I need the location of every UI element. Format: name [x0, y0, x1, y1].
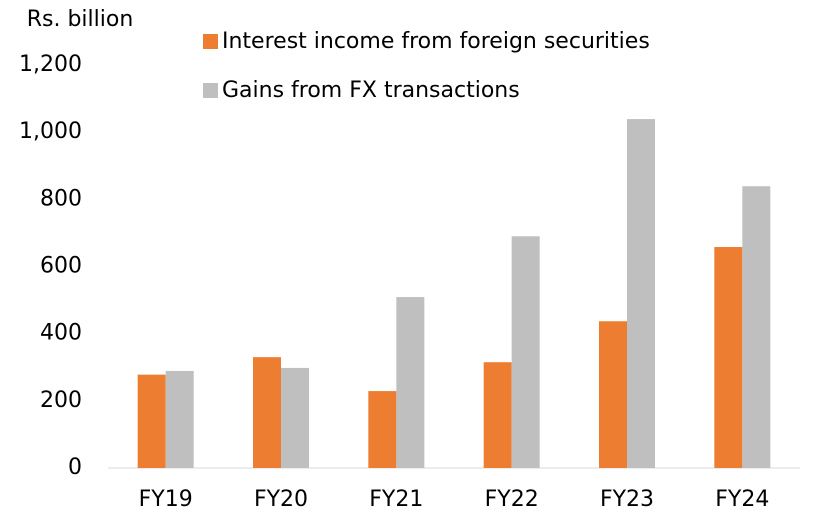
legend-label: Gains from FX transactions [222, 78, 520, 103]
y-tick-label: 1,200 [19, 52, 82, 77]
y-tick-label: 600 [40, 254, 82, 279]
bar [483, 362, 512, 468]
bar [599, 321, 627, 468]
bar [253, 357, 281, 468]
bar [368, 391, 397, 468]
bar [511, 236, 540, 468]
bar [137, 374, 166, 468]
x-tick-label: FY19 [139, 487, 193, 512]
x-tick-label: FY23 [600, 487, 654, 512]
legend-swatch [203, 83, 218, 98]
y-tick-label: 1,000 [19, 119, 82, 144]
x-tick-label: FY24 [715, 487, 769, 512]
y-tick-label: 200 [40, 388, 82, 413]
bar [281, 367, 309, 468]
bar [396, 297, 425, 468]
x-tick-label: FY21 [369, 487, 423, 512]
y-tick-label: 400 [40, 321, 82, 346]
legend-swatch [203, 34, 218, 49]
x-tick-label: FY20 [254, 487, 308, 512]
y-tick-label: 0 [68, 455, 82, 480]
bar [714, 247, 743, 468]
bar [165, 370, 194, 468]
y-axis-label: Rs. billion [27, 7, 134, 32]
legend-label: Interest income from foreign securities [222, 29, 650, 54]
bar [742, 186, 771, 468]
y-tick-label: 800 [40, 186, 82, 211]
bar [627, 119, 655, 469]
x-tick-label: FY22 [485, 487, 539, 512]
